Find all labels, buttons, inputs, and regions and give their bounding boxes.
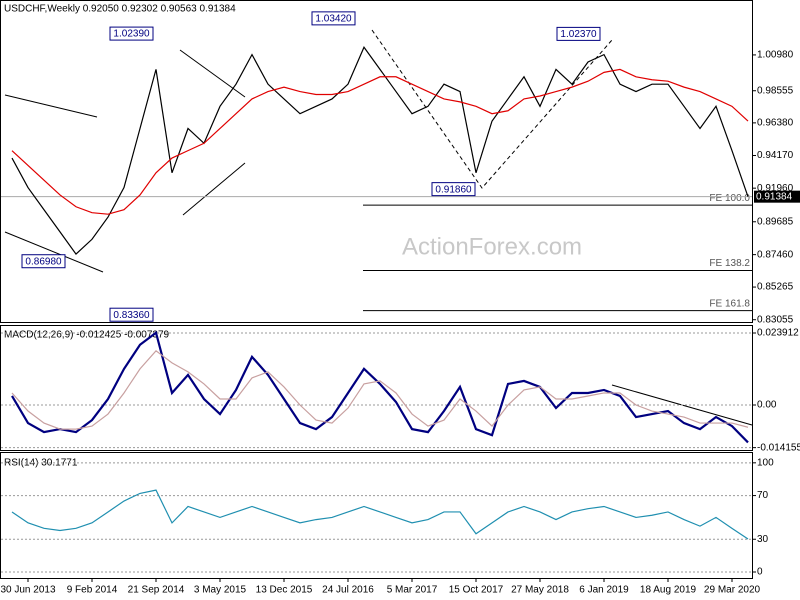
trendline — [179, 49, 246, 98]
x-tick-label: 13 Dec 2015 — [256, 585, 313, 596]
series-line — [11, 46, 749, 255]
y-tick-label: 100 — [757, 457, 774, 468]
annotation-box — [311, 11, 356, 26]
annotation-label: 0.83360 — [113, 310, 150, 321]
trendline — [182, 162, 246, 216]
y-tick-label: 0.85265 — [757, 282, 794, 293]
annotation-label: 1.02390 — [113, 29, 150, 40]
y-tick-label: 0.87460 — [757, 249, 794, 260]
last-price-box — [754, 190, 800, 203]
y-tick-label: 30 — [757, 534, 769, 545]
annotation-box — [431, 182, 476, 197]
x-tick-label: 18 Aug 2019 — [640, 585, 697, 596]
price-title: USDCHF,Weekly 0.92050 0.92302 0.90563 0.… — [4, 4, 236, 15]
series-line — [11, 489, 749, 540]
x-tick-label: 3 May 2015 — [194, 585, 247, 596]
price-panel — [0, 0, 753, 323]
rsi-panel — [0, 452, 753, 579]
macd-panel — [0, 325, 753, 451]
y-tick-label: 0.96380 — [757, 118, 794, 129]
y-tick-label: 0.91960 — [757, 183, 794, 194]
y-tick-label: 1.00980 — [757, 50, 794, 61]
y-tick-label: 0.89685 — [757, 216, 794, 227]
x-tick-label: 6 Jan 2019 — [579, 585, 629, 596]
fe-label: FE 161.8 — [709, 298, 750, 309]
series-line — [11, 330, 749, 444]
annotation-box — [556, 26, 601, 41]
y-tick-label: 0.00 — [757, 400, 777, 411]
fe-label: FE 138.2 — [709, 258, 750, 269]
x-tick-label: 29 Mar 2020 — [704, 585, 761, 596]
last-price-label: 0.91384 — [756, 191, 793, 202]
watermark: ActionForex.com — [402, 233, 582, 260]
x-tick-label: 24 Jul 2016 — [322, 585, 374, 596]
macd-title: MACD(12,26,9) -0.012425 -0.007379 — [4, 330, 170, 341]
y-tick-label: 0.98555 — [757, 85, 794, 96]
y-tick-label: 0.023912 — [757, 328, 799, 339]
series-line — [11, 68, 749, 215]
annotation-label: 0.91860 — [435, 184, 472, 195]
annotation-box — [21, 254, 66, 269]
x-tick-label: 21 Sep 2014 — [128, 585, 185, 596]
y-tick-label: 0 — [757, 567, 763, 578]
y-tick-label: 70 — [757, 490, 769, 501]
x-tick-label: 27 May 2018 — [511, 585, 569, 596]
annotation-label: 0.86980 — [25, 256, 62, 267]
annotation-label: 1.02370 — [560, 29, 597, 40]
trendline — [4, 231, 104, 273]
y-tick-label: 0.94170 — [757, 150, 794, 161]
y-tick-label: -0.014155 — [757, 442, 800, 453]
x-tick-label: 9 Feb 2014 — [67, 585, 118, 596]
annotation-label: 1.03420 — [315, 14, 352, 25]
fe-label: FE 100.0 — [709, 193, 750, 204]
y-tick-label: 0.83055 — [757, 314, 794, 325]
annotation-box — [109, 307, 154, 322]
trendline — [4, 94, 98, 118]
rsi-title: RSI(14) 30.1771 — [4, 458, 78, 469]
x-tick-label: 15 Oct 2017 — [449, 585, 504, 596]
x-tick-label: 5 Mar 2017 — [387, 585, 438, 596]
x-tick-label: 30 Jun 2013 — [0, 585, 55, 596]
series-line — [11, 349, 749, 430]
annotation-box — [109, 26, 154, 41]
